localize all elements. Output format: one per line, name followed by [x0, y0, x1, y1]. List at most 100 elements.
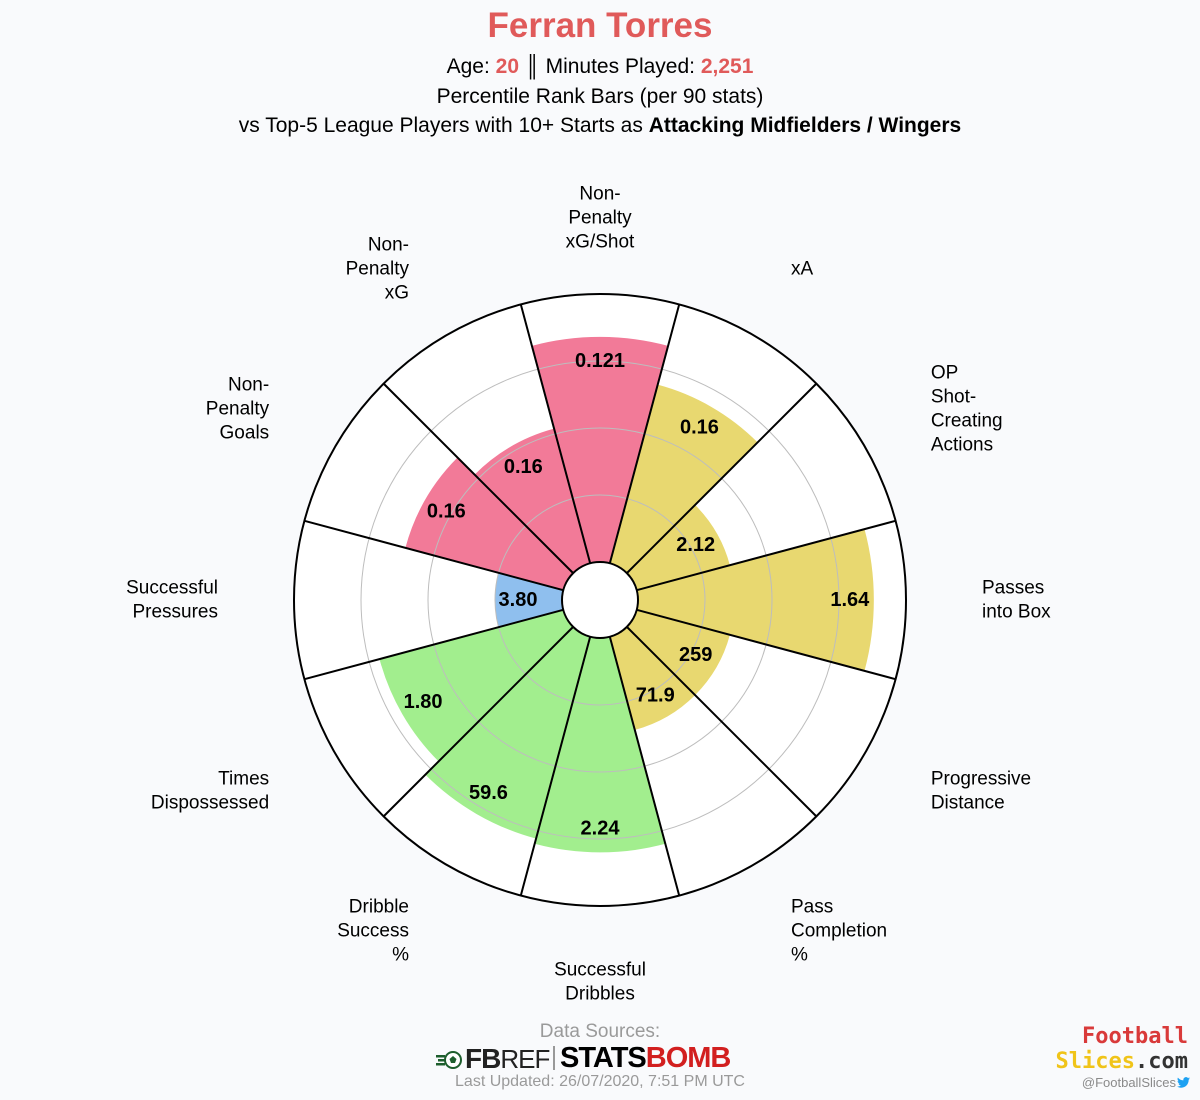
category-label-line: Success [337, 920, 409, 941]
category-label-line: xA [791, 259, 814, 280]
value-label: 1.64 [830, 589, 870, 611]
category-label: Progressive Distance [931, 769, 1031, 814]
category-label: Dribble Success% [337, 896, 409, 965]
grid-circle [427, 427, 773, 773]
value-label: 71.9 [636, 685, 675, 707]
radar-bar [609, 384, 758, 574]
footballslices-logo: Football Slices.com [1056, 1024, 1188, 1074]
statsbomb-stats-text: STATS [560, 1042, 647, 1074]
radar-bar [531, 336, 669, 564]
twitter-handle: @FootballSlices [1081, 1075, 1176, 1090]
fbref-logo: FBREF [436, 1043, 550, 1075]
category-label-line: Distance [931, 793, 1005, 814]
category-label: Times Dispossessed [151, 769, 269, 814]
category-label-line: Penalty [568, 208, 632, 229]
value-label: 2.12 [676, 534, 715, 556]
player-info-line: Age: 20 ║ Minutes Played: 2,251 [0, 55, 1200, 79]
radar-grid [293, 293, 907, 907]
category-label-line: Penalty [346, 259, 410, 280]
radar-bar [636, 529, 874, 671]
age-value: 20 [495, 55, 520, 78]
comparison-group: Attacking Midfielders / Wingers [648, 114, 962, 137]
category-label-line: Dribbles [565, 984, 635, 1001]
category-label: Successful Pressures [126, 578, 218, 623]
category-label-line: Non- [228, 375, 269, 396]
category-label-line: Creating [931, 411, 1003, 432]
radar-spoke [382, 382, 574, 574]
brand-line-2: Slices.com [1056, 1049, 1188, 1074]
logo-divider [553, 1046, 555, 1070]
radar-category-labels: Non- Penalty Goals Non- Penalty xG Non- Penalty… [126, 184, 1051, 1001]
category-label: Non- Penalty xG [346, 235, 410, 304]
minutes-value: 2,251 [700, 55, 754, 78]
grid-circle [494, 494, 706, 706]
category-label-line: Times [218, 769, 269, 790]
radar-spoke [626, 382, 818, 574]
radar-spoke [636, 608, 896, 681]
radar-spoke [519, 636, 592, 896]
category-label: Pass Completion% [791, 896, 887, 965]
age-label: Age: [446, 55, 496, 78]
category-label-line: Non- [368, 235, 409, 256]
last-updated-label: Last Updated: 26/07/2020, 7:51 PM UTC [455, 1073, 745, 1090]
radar-bar [379, 609, 574, 762]
minutes-label: Minutes Played: [545, 55, 701, 78]
category-label-line: Goals [220, 423, 270, 444]
radar-spoke [304, 519, 564, 592]
category-label-line: Dribble [349, 896, 409, 917]
comparison-line: vs Top-5 League Players with 10+ Starts … [0, 114, 1200, 138]
radar-spoke [608, 636, 681, 896]
category-label: Successful Dribbles [554, 960, 646, 1001]
value-label: 0.16 [504, 456, 543, 478]
category-label-line: xG [385, 283, 409, 304]
radar-bar [425, 626, 591, 839]
category-label-line: OP [931, 363, 958, 384]
value-label: 1.80 [404, 691, 443, 713]
brand-slices: Slices [1055, 1049, 1136, 1074]
value-label: 59.6 [469, 782, 508, 804]
category-label-line: Completion [791, 920, 887, 941]
category-label-line: Successful [554, 960, 646, 981]
radar-bar [534, 636, 666, 853]
brand-line-1: Football [1082, 1024, 1188, 1049]
category-label: OP Shot- Creating Actions [931, 363, 1003, 456]
fbref-fb-text: FB [465, 1043, 501, 1074]
category-label-line: Dispossessed [151, 793, 269, 814]
data-sources-label: Data Sources: [539, 1021, 661, 1042]
category-label-line: xG/Shot [566, 232, 635, 253]
category-label-line: Shot- [931, 387, 976, 408]
value-label: 259 [679, 644, 712, 666]
chart-subtitle: Percentile Rank Bars (per 90 stats) [436, 85, 764, 108]
category-label-line: Progressive [931, 769, 1031, 790]
info-separator: ║ [519, 55, 546, 78]
radar-spokes [304, 304, 896, 896]
category-label-line: Pressures [132, 602, 218, 623]
grid-circle [360, 360, 840, 840]
radar-bar [626, 609, 730, 696]
value-label: 3.80 [499, 589, 538, 611]
radar-center-hole [561, 561, 639, 639]
comparison-prefix: vs Top-5 League Players with 10+ Starts … [238, 114, 649, 137]
outer-ring [293, 293, 907, 907]
radar-spoke [626, 626, 818, 818]
category-label: Passes into Box [982, 578, 1051, 623]
statsbomb-bomb-text: BOMB [645, 1042, 732, 1074]
radar-bar [626, 504, 730, 591]
category-label: Non- Penalty xG/Shot [566, 184, 635, 253]
twitter-bird-icon [1177, 1077, 1190, 1088]
radar-spoke [519, 304, 592, 564]
radar-spoke [382, 626, 574, 818]
data-source-logos: FBREF STATSBOMB [436, 1042, 776, 1075]
value-label: 0.16 [680, 417, 719, 439]
fbref-ball-icon [436, 1051, 462, 1069]
statsbomb-logo: STATSBOMB [560, 1042, 732, 1075]
radar-spoke [636, 519, 896, 592]
radar-center [561, 561, 639, 639]
radar-spoke [608, 304, 681, 564]
value-label: 0.16 [427, 500, 466, 522]
category-label-line: % [392, 944, 409, 965]
radar-bar [609, 626, 696, 730]
radar-spoke [304, 608, 564, 681]
